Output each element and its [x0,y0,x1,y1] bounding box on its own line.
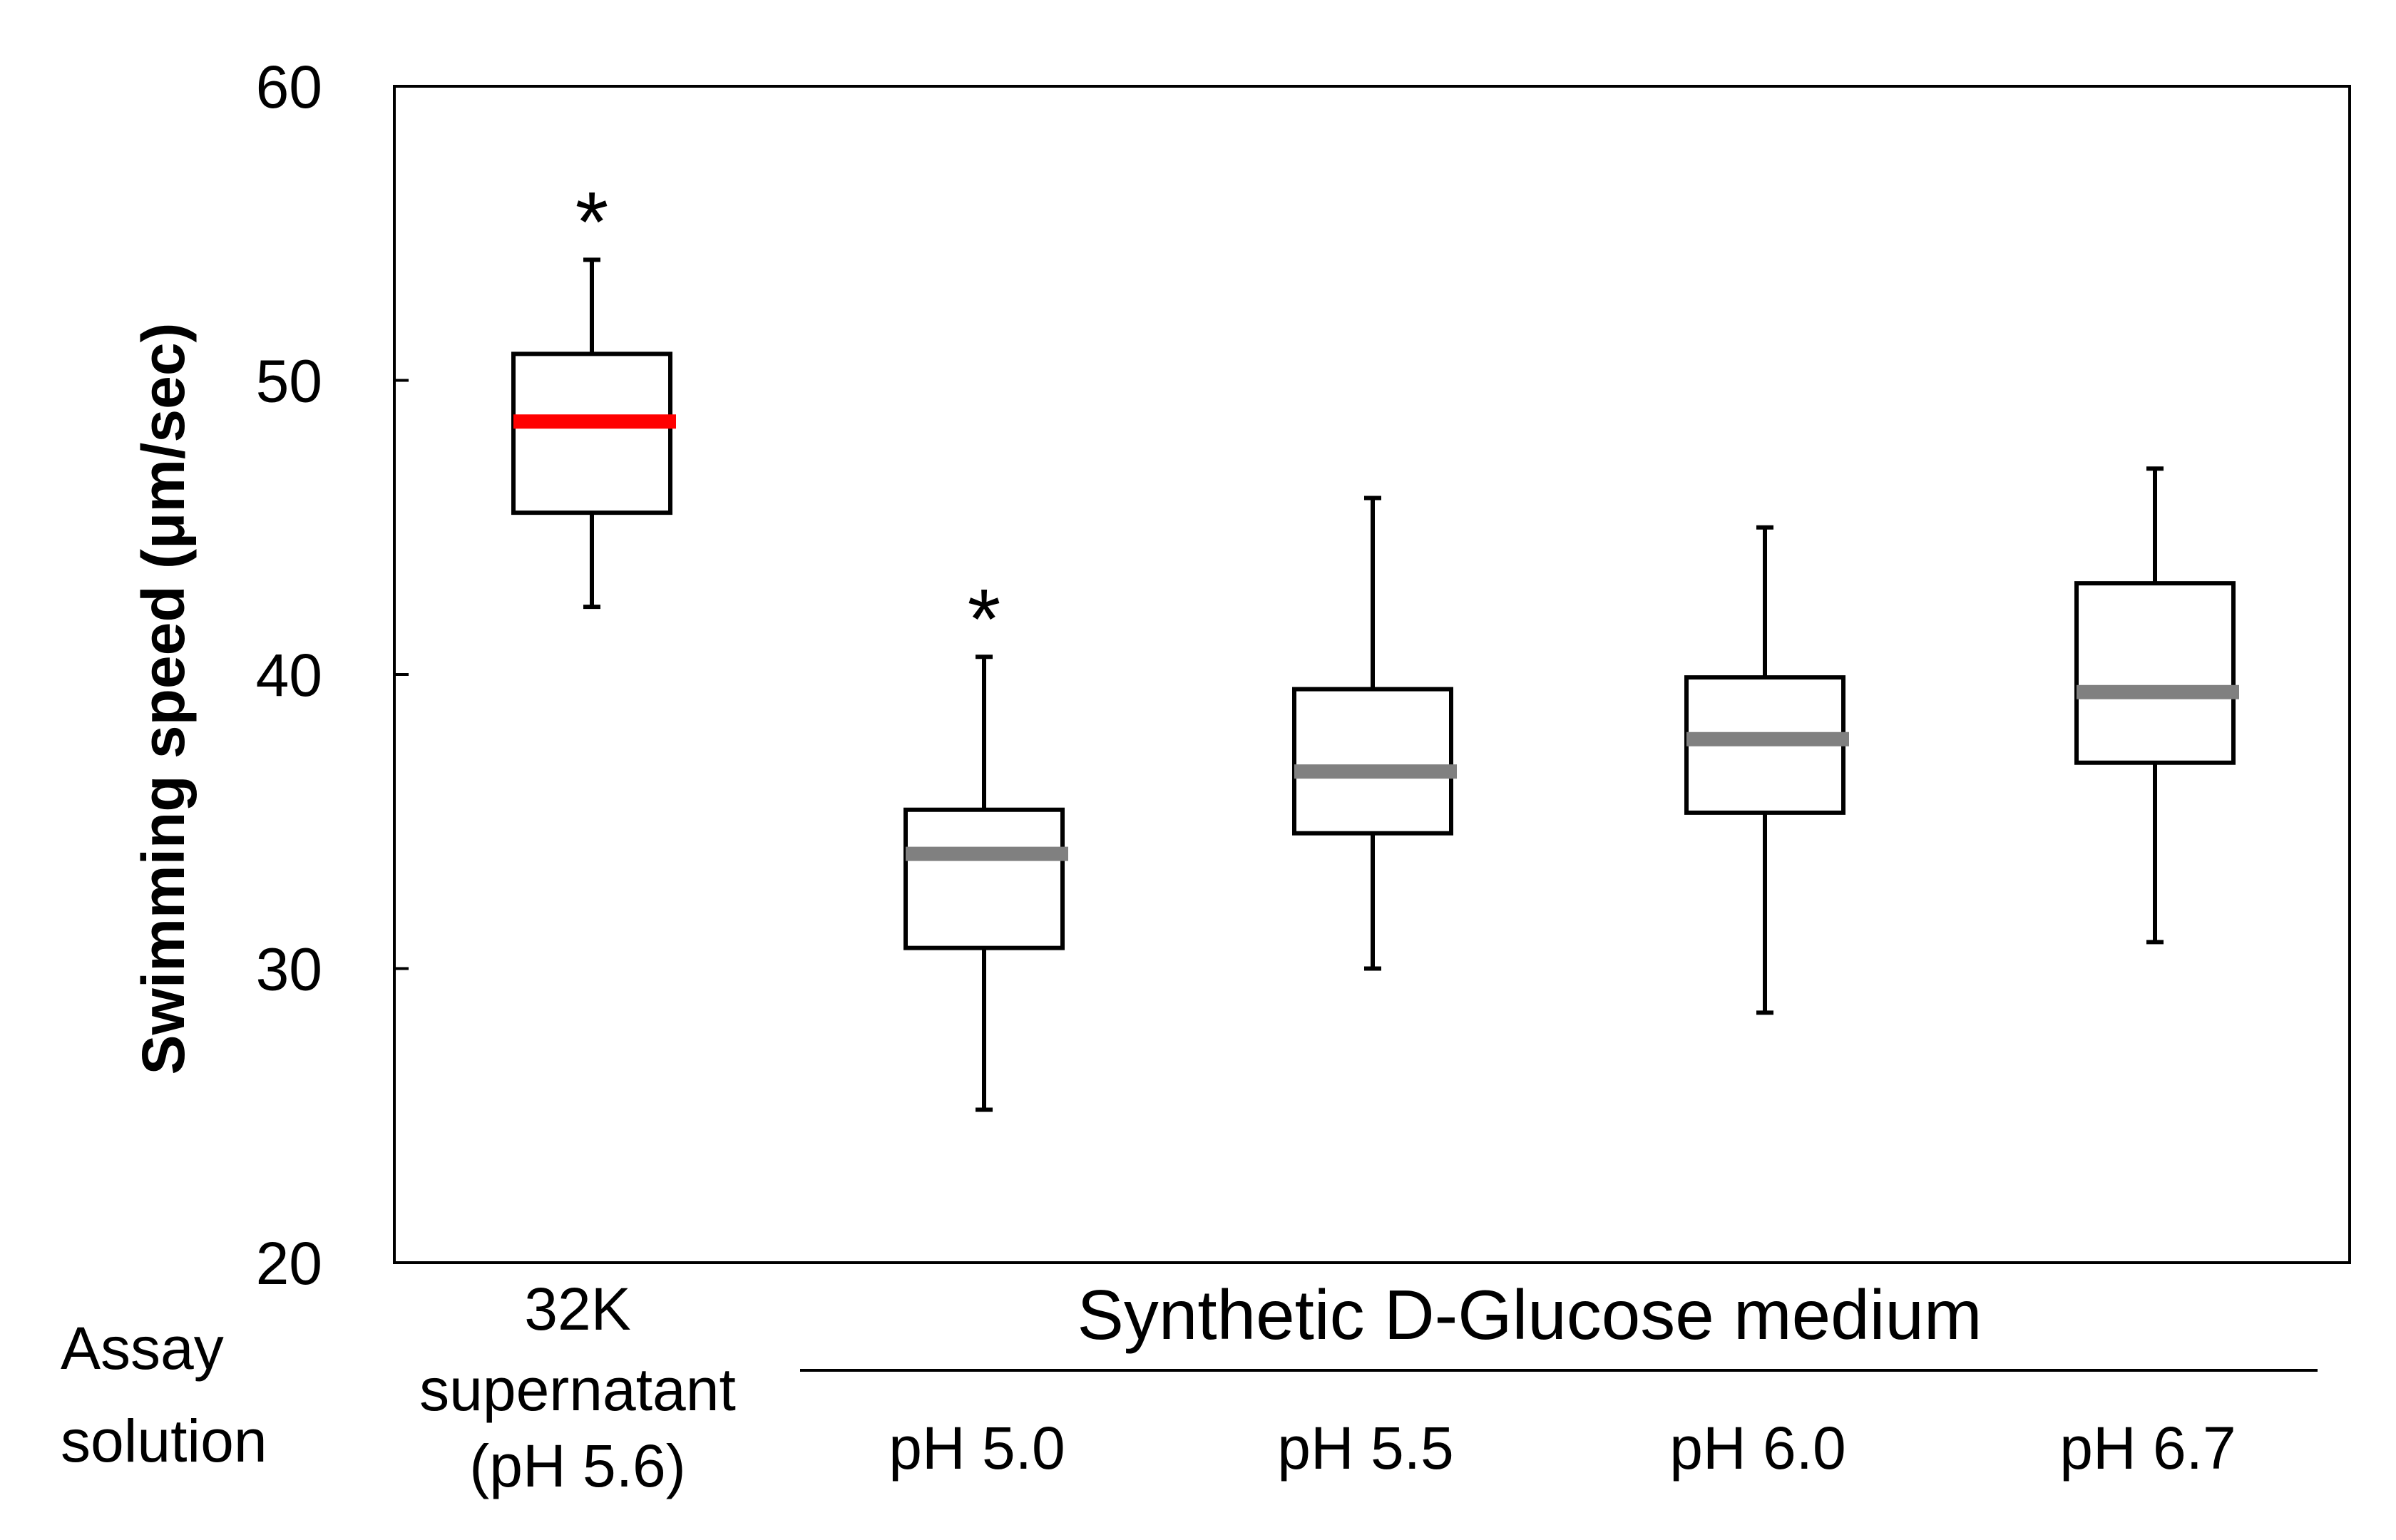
axis-labels: Swimming speed (μm/sec) Assay solution S… [61,322,2318,1499]
y-tick-label: 50 [256,348,322,415]
iqr-box [1292,687,1453,836]
x-category-label: pH 6.7 [2059,1415,2236,1482]
box-5 [2074,466,2239,945]
y-tick-label: 40 [256,642,322,709]
x-category-label: pH 5.0 [889,1415,1065,1482]
y-axis-ticks: 20 30 40 50 60 [256,53,409,1297]
x-axis-labels: 32K supernatant (pH 5.6) pH 5.0 pH 5.5 pH 6.0… [419,1275,2236,1499]
x-label-line-3: (pH 5.6) [469,1432,685,1499]
row-label-line1: Assay [61,1315,224,1382]
iqr-box [903,807,1065,950]
box-3 [1292,496,1457,971]
x-category-label: pH 6.0 [1669,1415,1846,1482]
iqr-box [511,351,672,515]
box-2: * [903,571,1068,1112]
y-tick-label: 20 [256,1230,322,1297]
y-tick-label: 30 [256,936,322,1003]
x-label-line-1: 32K [524,1275,630,1343]
group-label: Synthetic D-Glucose medium [1077,1275,1982,1354]
box-1: * [511,174,676,610]
x-category-label: pH 5.5 [1277,1415,1454,1482]
y-tick-label: 60 [256,53,322,120]
iqr-box [2074,581,2236,765]
significance-asterisk: * [968,571,1001,667]
box-series: ** [511,174,2239,1112]
significance-asterisk: * [575,174,609,270]
row-label-line2: solution [61,1407,267,1474]
y-axis-title: Swimming speed (μm/sec) [130,322,197,1074]
box-4 [1684,525,1849,1015]
x-label-line-2: supernatant [419,1356,736,1423]
